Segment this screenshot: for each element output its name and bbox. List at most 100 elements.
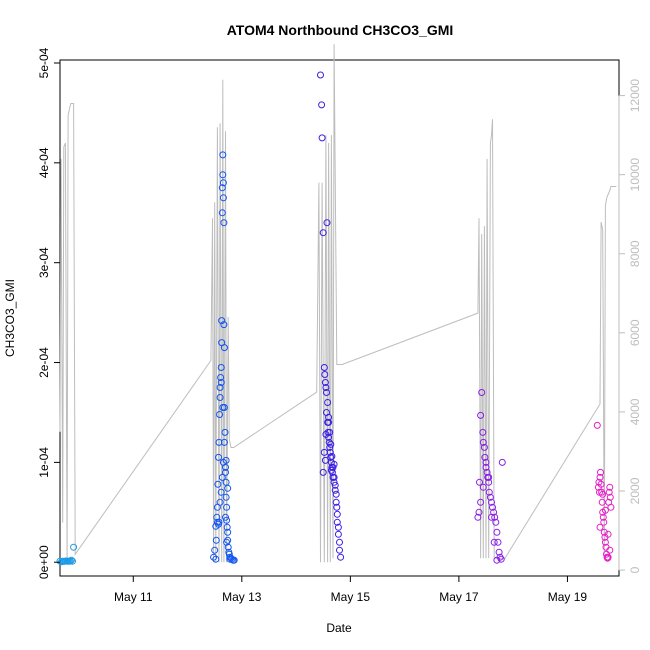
data-point — [491, 513, 499, 521]
data-point — [222, 493, 230, 501]
data-point — [595, 478, 603, 486]
data-point — [330, 460, 338, 468]
data-point — [216, 384, 224, 391]
data-point — [601, 538, 609, 546]
data-point — [336, 538, 343, 546]
altitude-line — [59, 44, 617, 563]
data-point — [223, 516, 231, 524]
data-point — [226, 555, 234, 563]
data-point — [322, 430, 330, 438]
data-point — [332, 490, 340, 498]
data-point — [218, 317, 226, 325]
data-point — [330, 473, 338, 481]
data-point — [321, 379, 329, 386]
data-point — [483, 468, 491, 476]
data-point — [328, 452, 336, 460]
data-point — [485, 478, 493, 486]
data-point — [481, 453, 489, 461]
data-point — [320, 364, 328, 371]
data-point — [319, 229, 327, 237]
data-point — [477, 498, 485, 506]
data-point — [70, 543, 78, 551]
data-point — [485, 488, 493, 496]
data-point — [490, 538, 498, 546]
data-point — [479, 483, 487, 491]
data-point — [498, 458, 506, 466]
y2-tick-label: 12000 — [628, 79, 642, 113]
data-point — [474, 513, 482, 521]
data-point — [605, 488, 613, 496]
data-point — [223, 538, 231, 546]
data-point — [493, 528, 501, 536]
data-point — [324, 399, 332, 406]
data-point — [220, 321, 228, 329]
y2-tick-label: 2000 — [628, 477, 642, 504]
data-point — [327, 440, 335, 448]
data-point — [493, 556, 501, 564]
y2-tick-label: 6000 — [628, 319, 642, 346]
x-tick-label: May 19 — [548, 590, 588, 604]
data-point — [336, 546, 343, 554]
data-point — [333, 510, 341, 518]
data-point — [488, 513, 495, 521]
plot-box — [59, 59, 620, 577]
data-point — [596, 523, 604, 531]
data-point — [224, 528, 232, 536]
y-tick-label: 5e-04 — [37, 47, 51, 78]
data-point — [601, 506, 609, 514]
data-point — [332, 498, 340, 506]
data-point — [334, 530, 342, 538]
y2-tick-label: 8000 — [628, 240, 642, 267]
y2-tick-label: 10000 — [628, 158, 642, 192]
data-point — [479, 428, 487, 436]
data-point — [606, 483, 614, 491]
data-point — [477, 411, 485, 419]
data-point — [215, 438, 223, 446]
data-point — [219, 194, 227, 202]
data-point — [223, 503, 231, 511]
data-point — [222, 513, 229, 521]
data-point — [221, 428, 229, 436]
data-point — [214, 480, 222, 488]
data-point — [488, 498, 495, 506]
data-point — [210, 553, 218, 561]
y-axis-label: CH3CO3_GMI — [3, 279, 17, 357]
data-point — [600, 528, 608, 536]
y-tick-label: 2e-04 — [37, 347, 51, 378]
data-point — [217, 374, 225, 381]
data-point — [220, 219, 228, 227]
y-tick-label: 0e+00 — [37, 545, 51, 579]
y-tick-label: 3e-04 — [37, 247, 51, 278]
y-axis: 0e+00 1e-04 2e-04 3e-04 4e-04 5e-04 — [37, 47, 60, 579]
data-point — [218, 209, 226, 217]
data-point — [319, 468, 327, 476]
data-point — [482, 463, 490, 471]
data-point — [216, 411, 224, 418]
data-point — [321, 371, 329, 378]
data-point — [327, 466, 335, 474]
data-point — [492, 518, 500, 526]
y-tick-label: 4e-04 — [37, 147, 51, 178]
data-point — [320, 448, 328, 456]
data-point — [478, 389, 486, 396]
data-point — [216, 394, 224, 401]
altitude-layer — [59, 44, 617, 563]
data-point — [217, 488, 225, 496]
data-point — [333, 518, 341, 526]
data-point — [67, 556, 75, 564]
data-point — [475, 508, 483, 516]
data-point — [495, 548, 503, 556]
data-point — [219, 404, 227, 411]
data-point — [217, 364, 225, 371]
data-point — [596, 473, 604, 481]
x-tick-label: May 15 — [331, 590, 371, 604]
data-point — [480, 443, 488, 451]
data-point — [325, 418, 333, 426]
y2-tick-label: 0 — [628, 566, 642, 573]
data-point — [606, 493, 614, 501]
data-point — [486, 493, 494, 501]
x-tick-label: May 11 — [114, 590, 153, 604]
data-point — [212, 555, 220, 563]
data-point — [497, 555, 505, 563]
